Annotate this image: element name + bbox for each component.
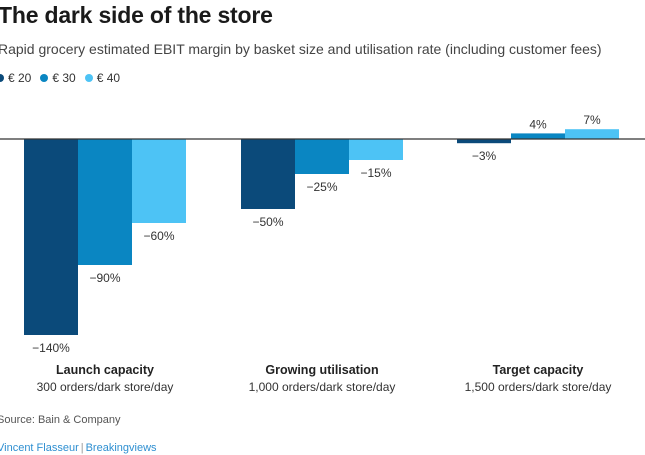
bar [132, 139, 186, 223]
data-label: −60% [143, 229, 174, 243]
category-label: Growing utilisation [265, 363, 378, 377]
legend-item-eur40: € 40 [84, 71, 121, 85]
data-label: 4% [529, 117, 547, 131]
legend: € 20 € 30 € 40 [0, 70, 129, 86]
credit-line: Vincent Flasseur | Breakingviews [0, 442, 157, 454]
data-label: −90% [89, 271, 120, 285]
chart-subtitle: Rapid grocery estimated EBIT margin by b… [0, 41, 602, 57]
bar [78, 139, 132, 265]
data-label: 7% [583, 113, 601, 127]
bar [295, 139, 349, 174]
category-sublabel: 1,500 orders/dark store/day [465, 380, 612, 394]
source-note: Source: Bain & Company [0, 414, 121, 426]
bar [565, 129, 619, 139]
credit-separator: | [80, 442, 84, 454]
category-sublabel: 1,000 orders/dark store/day [249, 380, 396, 394]
bar [24, 139, 78, 335]
bar [241, 139, 295, 209]
chart-title: The dark side of the store [0, 2, 273, 28]
category-label: Launch capacity [56, 363, 154, 377]
legend-label: € 30 [52, 71, 76, 85]
data-label: −140% [32, 341, 70, 355]
data-label: −50% [252, 215, 283, 229]
data-label: −25% [306, 180, 337, 194]
bar [349, 139, 403, 160]
category-label: Target capacity [493, 363, 584, 377]
legend-item-eur20: € 20 [0, 71, 31, 85]
legend-swatch [84, 74, 93, 82]
credit-outlet: Breakingviews [85, 442, 157, 454]
legend-swatch [0, 74, 4, 82]
category-sublabel: 300 orders/dark store/day [37, 380, 174, 394]
bar [457, 139, 511, 144]
legend-label: € 20 [8, 71, 32, 85]
data-label: −3% [472, 149, 497, 163]
bar [511, 133, 565, 139]
credit-author: Vincent Flasseur [0, 442, 79, 454]
legend-item-eur30: € 30 [40, 71, 76, 85]
legend-label: € 40 [96, 71, 121, 85]
data-label: −15% [360, 166, 391, 180]
legend-swatch [40, 74, 49, 82]
